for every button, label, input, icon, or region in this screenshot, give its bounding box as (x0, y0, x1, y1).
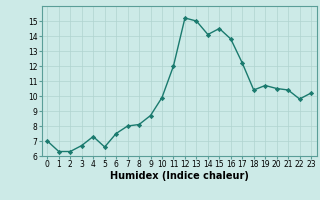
X-axis label: Humidex (Indice chaleur): Humidex (Indice chaleur) (110, 171, 249, 181)
